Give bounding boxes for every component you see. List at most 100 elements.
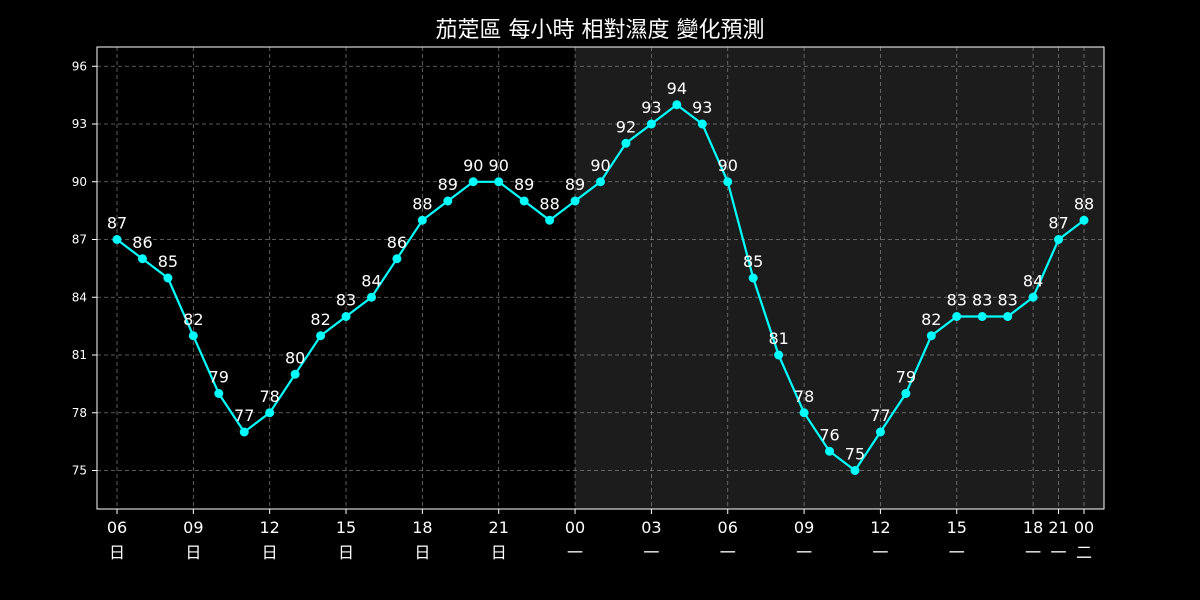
- humidity-data-label: 84: [361, 271, 381, 290]
- humidity-point: [366, 292, 376, 302]
- humidity-data-label: 88: [539, 194, 559, 213]
- humidity-data-label: 77: [870, 406, 890, 425]
- humidity-point: [1028, 292, 1038, 302]
- humidity-point: [926, 331, 936, 341]
- humidity-data-label: 83: [997, 291, 1017, 310]
- x-tick-hour-label: 18: [1023, 518, 1043, 537]
- humidity-point: [596, 177, 605, 187]
- humidity-data-label: 90: [463, 156, 483, 175]
- humidity-point: [646, 119, 656, 129]
- x-tick-hour-label: 15: [947, 518, 967, 537]
- x-tick-day-label: 日: [338, 543, 354, 562]
- x-tick-hour-label: 12: [870, 518, 890, 537]
- humidity-point: [494, 177, 504, 187]
- y-tick-label: 90: [72, 175, 87, 189]
- x-tick-hour-label: 09: [183, 518, 203, 537]
- humidity-data-label: 76: [819, 425, 839, 444]
- humidity-point: [519, 196, 529, 206]
- humidity-point: [443, 196, 453, 206]
- humidity-point: [341, 312, 351, 321]
- y-tick-label: 81: [72, 348, 87, 362]
- x-tick-day-label: 二: [1076, 543, 1092, 562]
- humidity-point: [570, 196, 580, 206]
- y-tick-label: 96: [72, 59, 87, 73]
- humidity-data-label: 82: [183, 310, 203, 329]
- y-tick-label: 75: [72, 464, 87, 478]
- humidity-point: [977, 312, 987, 321]
- humidity-data-label: 79: [896, 368, 916, 387]
- x-tick-day-label: 日: [109, 543, 125, 562]
- humidity-point: [468, 177, 478, 187]
- humidity-point: [290, 369, 300, 379]
- humidity-point: [621, 138, 631, 148]
- humidity-data-label: 84: [1023, 271, 1043, 290]
- x-tick-hour-label: 03: [641, 518, 661, 537]
- humidity-data-label: 92: [616, 117, 636, 136]
- x-tick-day-label: 日: [185, 543, 201, 562]
- humidity-data-label: 89: [514, 175, 534, 194]
- humidity-data-label: 94: [667, 79, 687, 98]
- chart-title: 茄萣區 每小時 相對濕度 變化預測: [436, 18, 765, 43]
- humidity-point: [265, 408, 275, 418]
- humidity-data-label: 85: [743, 252, 763, 271]
- x-tick-hour-label: 00: [565, 518, 585, 537]
- humidity-data-label: 80: [285, 348, 305, 367]
- humidity-point: [1079, 215, 1089, 225]
- humidity-point: [392, 254, 402, 264]
- humidity-data-label: 88: [412, 194, 432, 213]
- x-tick-hour-label: 18: [412, 518, 432, 537]
- x-tick-day-label: 一: [1025, 543, 1041, 562]
- x-tick-hour-label: 21: [489, 518, 509, 537]
- x-tick-hour-label: 00: [1074, 518, 1094, 537]
- humidity-data-label: 78: [794, 387, 814, 406]
- x-tick-day-label: 一: [567, 543, 583, 562]
- humidity-point: [239, 427, 249, 437]
- x-tick-hour-label: 06: [718, 518, 738, 537]
- humidity-data-label: 86: [132, 233, 152, 252]
- humidity-data-label: 81: [768, 329, 788, 348]
- humidity-point: [952, 312, 962, 321]
- humidity-data-label: 93: [692, 98, 712, 117]
- x-tick-day-label: 日: [491, 543, 507, 562]
- humidity-data-label: 82: [310, 310, 330, 329]
- humidity-data-label: 83: [972, 291, 992, 310]
- x-tick-day-label: 日: [414, 543, 430, 562]
- humidity-point: [316, 331, 326, 341]
- humidity-data-label: 82: [921, 310, 941, 329]
- x-tick-day-label: 一: [720, 543, 736, 562]
- humidity-data-label: 90: [718, 156, 738, 175]
- humidity-data-label: 88: [1074, 194, 1094, 213]
- y-tick-label: 93: [72, 117, 87, 131]
- humidity-data-label: 90: [489, 156, 509, 175]
- humidity-data-label: 85: [158, 252, 178, 271]
- plot-frame: [96, 46, 1105, 510]
- x-tick-hour-label: 09: [794, 518, 814, 537]
- humidity-point: [163, 273, 173, 283]
- x-tick-day-label: 一: [872, 543, 888, 562]
- humidity-point: [137, 254, 147, 264]
- x-tick-day-label: 一: [949, 543, 965, 562]
- humidity-data-label: 78: [260, 387, 280, 406]
- x-tick-day-label: 日: [262, 543, 278, 562]
- humidity-point: [672, 100, 682, 110]
- humidity-point: [723, 177, 733, 187]
- humidity-point: [748, 273, 758, 283]
- humidity-data-label: 89: [565, 175, 585, 194]
- humidity-point: [417, 215, 427, 225]
- humidity-point: [875, 427, 885, 437]
- humidity-point: [1054, 235, 1064, 244]
- humidity-data-label: 83: [947, 291, 967, 310]
- x-tick-day-label: 一: [1051, 543, 1067, 562]
- humidity-data-label: 93: [641, 98, 661, 117]
- x-tick-hour-label: 06: [107, 518, 127, 537]
- humidity-point: [850, 466, 860, 475]
- humidity-point: [697, 119, 707, 129]
- x-tick-hour-label: 15: [336, 518, 356, 537]
- humidity-data-label: 89: [438, 175, 458, 194]
- humidity-data-label: 77: [234, 406, 254, 425]
- x-tick-hour-label: 12: [260, 518, 280, 537]
- plot-area: 75 78 81 84 87 90 93 96 06 日 09 日 12 日 15 日 18 日 21 日 00 一 03 一…: [72, 46, 1105, 562]
- humidity-point: [188, 331, 198, 341]
